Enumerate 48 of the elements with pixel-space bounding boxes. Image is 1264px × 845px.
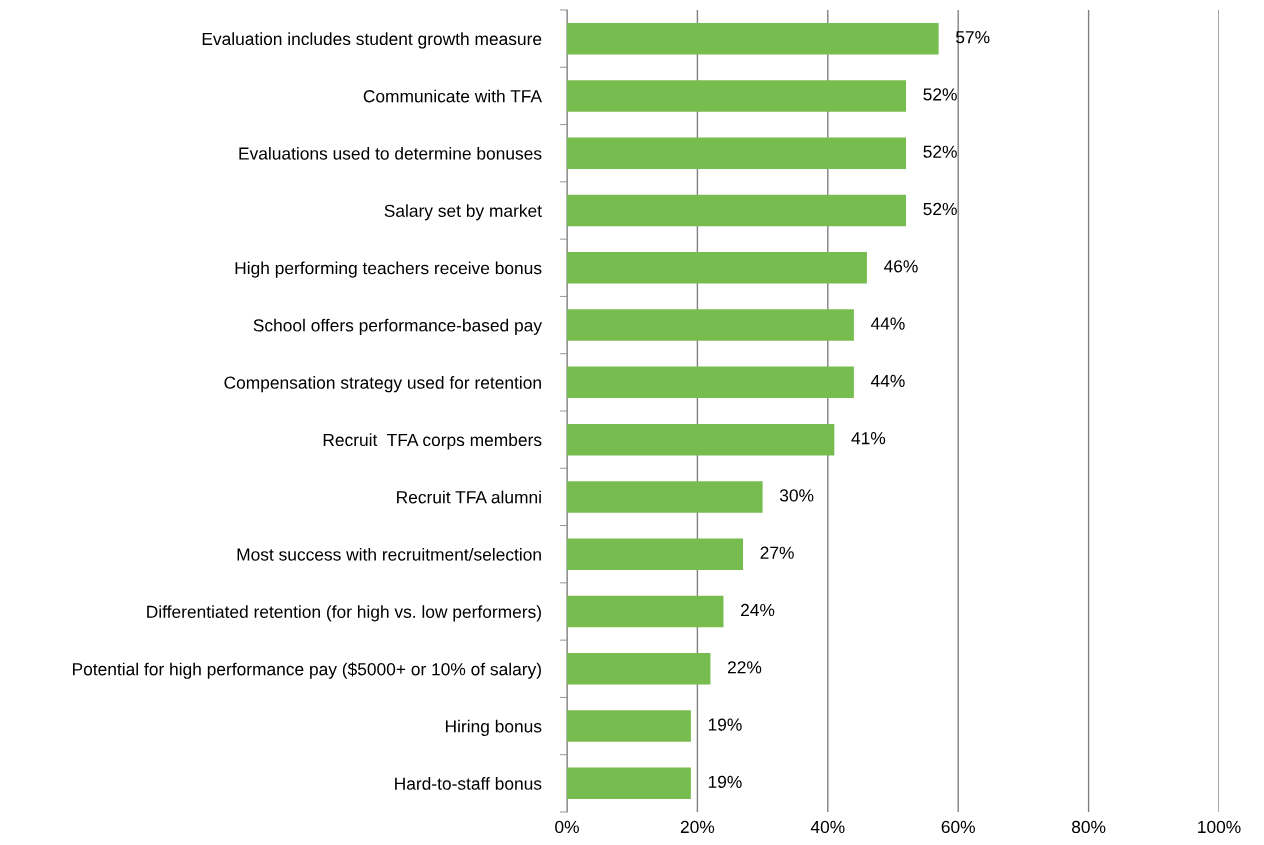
data-label: 44% — [870, 317, 905, 330]
data-label: 57% — [956, 31, 990, 44]
y-tick-label: Hard-to-staff bonus — [395, 777, 542, 790]
y-tick-label: Most success with recruitment/selection — [237, 547, 541, 561]
x-tick-label: 100% — [1198, 820, 1241, 834]
y-tick-label: Potential for high performance pay ($5000+ or 10% of salary) — [73, 662, 541, 679]
data-label: 24% — [741, 603, 775, 617]
bar — [567, 80, 907, 112]
data-label: 41% — [851, 432, 886, 445]
x-tick-label: 20% — [680, 820, 715, 834]
bar — [567, 366, 854, 399]
data-label: 22% — [727, 661, 762, 674]
bar — [567, 767, 691, 800]
data-label: 19% — [708, 775, 742, 789]
y-tick-label: School offers performance-based pay — [253, 318, 542, 335]
data-label: 52% — [923, 202, 957, 216]
data-label: 44% — [870, 374, 905, 387]
x-tick-label: 80% — [1071, 820, 1106, 834]
bar — [567, 22, 939, 55]
y-tick-label: Recruit TFA corps members — [323, 433, 542, 450]
x-tick-label: 40% — [810, 820, 845, 834]
y-tick-label: Salary set by market — [384, 204, 542, 221]
data-label: 46% — [883, 260, 918, 273]
x-tick-label: 0% — [555, 820, 579, 834]
x-tick-label: 60% — [941, 820, 975, 834]
data-label: 52% — [923, 145, 957, 158]
bar — [567, 252, 867, 284]
y-tick-label: High performing teachers receive bonus — [235, 261, 542, 278]
bar — [567, 538, 744, 570]
bar — [567, 194, 907, 227]
y-tick-label: Hiring bonus — [445, 719, 542, 736]
data-label: 30% — [779, 489, 814, 502]
y-tick-label: Evaluation includes student growth measure — [202, 32, 542, 49]
bar — [567, 481, 763, 513]
y-tick-label: Evaluations used to determine bonuses — [239, 146, 542, 160]
data-label: 19% — [708, 718, 742, 731]
bar — [567, 710, 691, 742]
bar — [567, 309, 854, 341]
bar — [567, 595, 724, 628]
y-tick-label: Communicate with TFA — [363, 89, 542, 103]
data-label: 27% — [760, 546, 794, 559]
bar — [567, 653, 711, 685]
y-tick-label: Compensation strategy used for retention — [224, 376, 541, 393]
y-tick-label: Differentiated retention (for high vs. low performers) — [147, 605, 541, 622]
y-tick-label: Recruit TFA alumni — [397, 490, 541, 504]
bar — [567, 137, 907, 169]
data-label: 52% — [923, 88, 957, 101]
bar — [567, 423, 835, 456]
